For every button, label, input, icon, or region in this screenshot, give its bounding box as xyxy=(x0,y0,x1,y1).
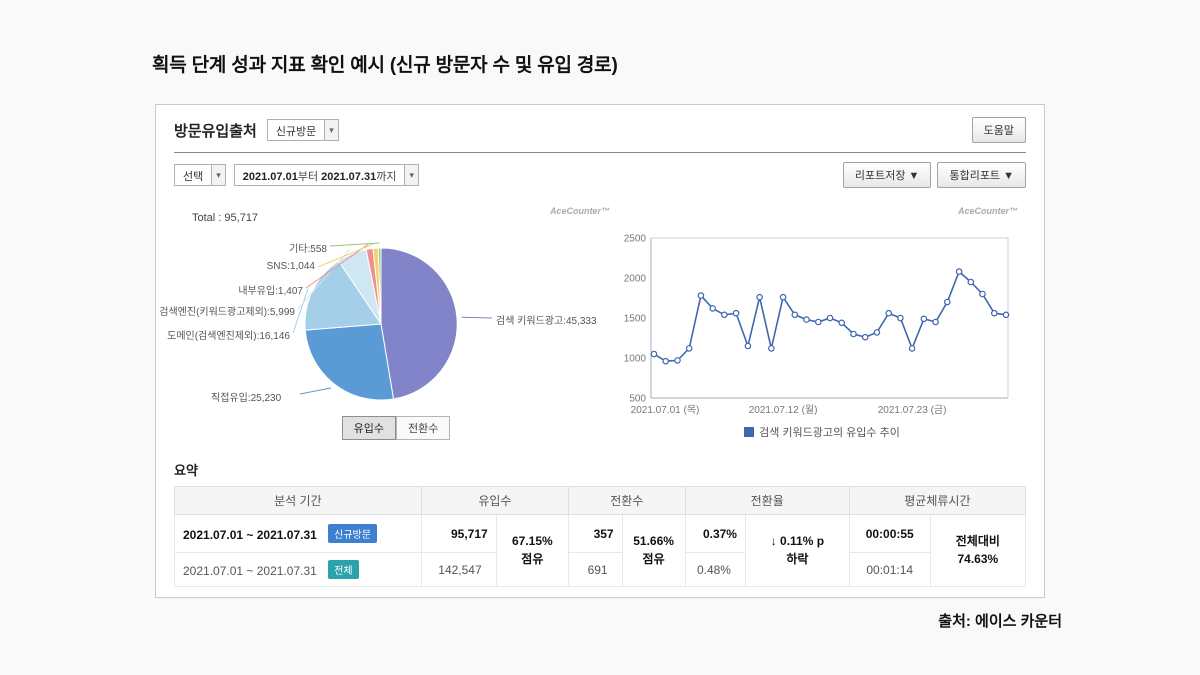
pie-chart xyxy=(292,242,493,401)
help-button[interactable]: 도움말 xyxy=(971,117,1026,143)
duration-value: 00:00:55 xyxy=(848,514,931,553)
svg-text:1500: 1500 xyxy=(624,314,647,325)
period-cell: 2021.07.01 ~ 2021.07.31 전체 xyxy=(174,552,422,587)
pie-metric-toggle: 유입수 전환수 xyxy=(174,416,618,440)
inflow-toggle-button[interactable]: 유입수 xyxy=(341,416,396,440)
svg-text:2021.07.23 (금): 2021.07.23 (금) xyxy=(878,404,947,416)
chevron-down-icon: ▾ xyxy=(211,165,225,185)
page-title: 획득 단계 성과 지표 확인 예시 (신규 방문자 수 및 유입 경로) xyxy=(152,50,618,77)
pie-label-sns: SNS:1,044 xyxy=(266,261,315,272)
report-save-button[interactable]: 리포트저장 ▼ xyxy=(842,162,932,188)
status-badge: 전체 xyxy=(328,560,359,579)
source-credit: 출처: 에이스 카운터 xyxy=(938,613,1062,630)
filter-select-value: 선택 xyxy=(183,171,204,183)
date-to-suffix: 까지 xyxy=(376,171,397,183)
svg-text:1000: 1000 xyxy=(624,354,647,365)
pie-label-internal: 내부유입:1,407 xyxy=(238,286,303,297)
pie-total-label: Total : 95,717 xyxy=(192,212,259,224)
conversion-toggle-button[interactable]: 전환수 xyxy=(395,416,451,440)
line-chart-legend: 검색 키워드광고의 유입수 추이 xyxy=(618,424,1026,440)
period-text: 2021.07.01 ~ 2021.07.31 xyxy=(183,564,317,578)
date-to: 2021.07.31 xyxy=(321,171,377,183)
integrated-report-button[interactable]: 통합리포트 ▼ xyxy=(937,162,1026,188)
inflow-value: 142,547 xyxy=(420,552,497,587)
legend-swatch-icon xyxy=(744,427,755,437)
chevron-down-icon: ▾ xyxy=(324,120,338,140)
summary-section: 요약 분석 기간 유입수 전환수 전환율 평균체류시간 xyxy=(174,460,1027,587)
svg-text:2021.07.12 (월): 2021.07.12 (월) xyxy=(749,404,818,416)
duration-note: 전체대비 74.63% xyxy=(929,514,1027,587)
pie-label-etc: 기타:558 xyxy=(289,244,327,255)
table-row: 2021.07.01 ~ 2021.07.31 전체 142,547 691 0… xyxy=(174,552,1026,587)
summary-heading: 요약 xyxy=(174,463,198,478)
line-chart: 500 1000 1500 2000 2500 2021.07.01 (목) 2021.07… xyxy=(624,234,1010,416)
legend-label: 검색 키워드광고의 유입수 추이 xyxy=(759,427,900,439)
rate-note: ↓ 0.11% p 하락 xyxy=(744,514,850,587)
pie-chart-area: Total : 95,717 AceCounter™ 검색 키워드광고:45,3… xyxy=(159,198,618,450)
date-from: 2021.07.01 xyxy=(242,171,298,183)
panel-title: 방문유입출처 xyxy=(174,122,257,140)
col-header-duration: 평균체류시간 xyxy=(848,486,1027,515)
pie-label-search-keyword-ad: 검색 키워드광고:45,333 xyxy=(496,316,597,327)
acecounter-brand: AceCounter™ xyxy=(549,206,610,216)
svg-text:2000: 2000 xyxy=(624,274,647,285)
pie-label-domain: 도메인(검색엔진제외):16,146 xyxy=(167,331,290,342)
inflow-value: 95,717 xyxy=(420,514,497,553)
period-text: 2021.07.01 ~ 2021.07.31 xyxy=(183,528,317,542)
visit-type-select[interactable]: 신규방문 ▾ xyxy=(266,119,339,141)
table-row: 2021.07.01 ~ 2021.07.31 신규방문 95,717 67.1… xyxy=(174,514,1027,587)
col-header-period: 분석 기간 xyxy=(174,486,422,515)
svg-text:2500: 2500 xyxy=(624,234,647,245)
col-header-inflow: 유입수 xyxy=(420,486,570,515)
page-title-strong: 획득 단계 xyxy=(152,55,227,76)
panel-controls: 선택 ▾ 2021.07.01부터 2021.07.31까지 ▾ 리포트저장 ▼… xyxy=(174,162,1026,188)
rate-value: 0.37% xyxy=(684,514,746,553)
status-badge: 신규방문 xyxy=(328,524,377,543)
col-header-conversion: 전환수 xyxy=(568,486,686,515)
summary-header-row: 분석 기간 유입수 전환수 전환율 평균체류시간 xyxy=(174,486,1027,515)
report-buttons: 리포트저장 ▼ 통합리포트 ▼ xyxy=(842,162,1026,188)
date-range-picker[interactable]: 2021.07.01부터 2021.07.31까지 ▾ xyxy=(233,164,419,186)
date-from-suffix: 부터 xyxy=(297,171,319,183)
panel-header: 방문유입출처 신규방문 ▾ 도움말 xyxy=(174,117,1026,153)
duration-value: 00:01:14 xyxy=(848,552,931,587)
pie-label-search-engine: 검색엔진(키워드광고제외):5,999 xyxy=(159,307,295,318)
svg-text:500: 500 xyxy=(629,394,646,405)
chevron-down-icon: ▾ xyxy=(404,165,418,185)
conversion-value: 691 xyxy=(568,552,623,587)
filter-select[interactable]: 선택 ▾ xyxy=(174,164,226,186)
inflow-note: 67.15% 점유 xyxy=(495,514,570,587)
page-title-rest: 성과 지표 확인 예시 (신규 방문자 수 및 유입 경로) xyxy=(231,55,618,76)
date-range-text: 2021.07.01부터 2021.07.31까지 xyxy=(235,165,405,185)
conversion-value: 357 xyxy=(568,514,623,553)
pie-label-direct: 직접유입:25,230 xyxy=(211,393,282,404)
charts-row: Total : 95,717 AceCounter™ 검색 키워드광고:45,3… xyxy=(159,198,1026,450)
conversion-note: 51.66% 점유 xyxy=(621,514,686,587)
rate-value: 0.48% xyxy=(684,552,746,587)
line-chart-area: AceCounter™ 500 1000 1500 2000 2500 2021.07.0… xyxy=(618,198,1026,450)
analytics-panel: 방문유입출처 신규방문 ▾ 도움말 선택 ▾ 2021.07.01부터 2021… xyxy=(155,104,1045,598)
summary-table: 분석 기간 유입수 전환수 전환율 평균체류시간 2021.07.01 ~ 20… xyxy=(174,486,1027,587)
acecounter-brand: AceCounter™ xyxy=(957,206,1018,216)
svg-text:2021.07.01 (목): 2021.07.01 (목) xyxy=(631,404,700,416)
col-header-rate: 전환율 xyxy=(684,486,850,515)
period-cell: 2021.07.01 ~ 2021.07.31 신규방문 xyxy=(174,514,422,553)
visit-type-value: 신규방문 xyxy=(275,126,317,138)
